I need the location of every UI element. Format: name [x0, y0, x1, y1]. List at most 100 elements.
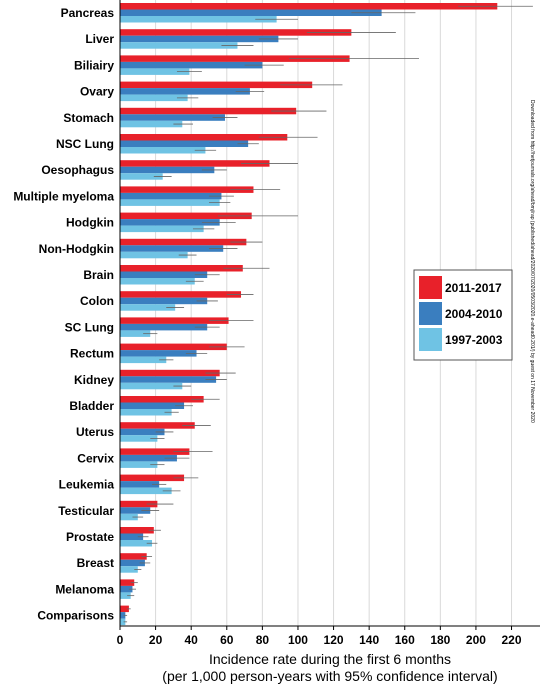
bar [120, 376, 217, 383]
bar [120, 245, 224, 252]
side-note: Downloaded from http://hetjournals.org/a… [529, 100, 535, 423]
bar [120, 592, 131, 599]
legend: 2011-2017 2004-2010 1997-2003 [413, 269, 513, 361]
bar [120, 251, 188, 259]
bar [120, 618, 126, 626]
category-label: Brain [83, 268, 114, 282]
category-label: Uterus [76, 425, 114, 439]
bar [120, 278, 195, 285]
x-tick-label: 20 [149, 633, 163, 647]
bar [120, 16, 277, 23]
bar [120, 553, 147, 560]
bar [120, 140, 249, 147]
legend-swatch-2 [419, 302, 442, 325]
bar [120, 579, 135, 586]
category-label: Stomach [63, 111, 114, 125]
bar [120, 513, 138, 521]
category-label: NSC Lung [56, 137, 114, 151]
x-tick-label: 120 [324, 633, 344, 647]
category-label: Liver [85, 32, 114, 46]
category-label: Kidney [74, 373, 114, 387]
category-label: Comparisons [37, 609, 114, 623]
category-label: Cervix [77, 451, 114, 465]
bar [120, 35, 279, 43]
bar [120, 409, 172, 416]
bar [120, 61, 263, 69]
bar [120, 160, 270, 167]
category-label: Ovary [80, 85, 114, 99]
category-label: Prostate [66, 530, 114, 544]
category-label: Testicular [58, 504, 114, 518]
bar [120, 212, 252, 220]
category-label: Pancreas [61, 6, 115, 20]
category-label: Multiple myeloma [13, 189, 114, 203]
bar [120, 356, 167, 364]
legend-swatch-3 [419, 328, 442, 351]
x-axis-label-line1: Incidence rate during the first 6 months [209, 651, 451, 667]
bar [120, 487, 172, 495]
bar [120, 533, 144, 540]
bar [120, 382, 183, 390]
x-tick-label: 40 [185, 633, 199, 647]
bar [120, 88, 250, 95]
bar [120, 114, 225, 121]
category-label: Oesophagus [41, 163, 114, 177]
bar [120, 402, 185, 409]
bar [120, 343, 227, 351]
bar [120, 291, 242, 298]
category-label: Melanoma [55, 582, 114, 596]
bar [120, 474, 185, 482]
bar [120, 166, 215, 174]
bar [120, 566, 138, 573]
x-tick-label: 140 [359, 633, 379, 647]
x-tick-label: 60 [220, 633, 234, 647]
category-label: Biliairy [74, 58, 114, 72]
bar [120, 186, 254, 193]
legend-label-2: 2004-2010 [445, 307, 503, 321]
bar [120, 29, 352, 36]
category-label: SC Lung [65, 320, 114, 334]
bar [120, 173, 163, 180]
bar [120, 107, 297, 115]
x-tick-label: 220 [502, 633, 522, 647]
bar [120, 454, 177, 462]
bar [120, 559, 145, 567]
x-axis-label-line2: (per 1,000 person-years with 95% confide… [162, 668, 497, 684]
bar [120, 199, 220, 206]
category-label: Colon [80, 294, 114, 308]
bar [120, 350, 197, 357]
bar [120, 134, 288, 141]
legend-label-3: 1997-2003 [445, 333, 503, 347]
error-bars [123, 5, 533, 623]
bar [120, 605, 129, 613]
bar [120, 68, 190, 75]
bar [120, 461, 158, 468]
x-tick-label: 180 [430, 633, 450, 647]
bar [120, 219, 220, 226]
bar [120, 238, 247, 246]
bar [120, 225, 204, 233]
bars [120, 3, 498, 626]
x-tick-label: 80 [256, 633, 270, 647]
bar [120, 297, 208, 305]
category-label: Hodgkin [66, 216, 114, 230]
bar [120, 369, 220, 377]
bar [120, 304, 176, 311]
legend-label-1: 2011-2017 [445, 281, 502, 295]
category-label: Bladder [69, 399, 114, 413]
legend-swatch-1 [419, 276, 442, 299]
bar [120, 507, 151, 514]
bar [120, 3, 498, 10]
bar [120, 481, 160, 488]
category-label: Non-Hodgkin [39, 242, 114, 256]
bar [120, 330, 151, 337]
bar [120, 271, 208, 278]
bar [120, 120, 183, 128]
bar [120, 435, 158, 442]
x-tick-label: 200 [466, 633, 486, 647]
x-tick-label: 0 [117, 633, 124, 647]
bar [120, 500, 158, 508]
bar [120, 81, 313, 89]
x-axis-ticks: 0 20 40 60 80 100 120 140 160 180 200 220 [117, 626, 522, 647]
